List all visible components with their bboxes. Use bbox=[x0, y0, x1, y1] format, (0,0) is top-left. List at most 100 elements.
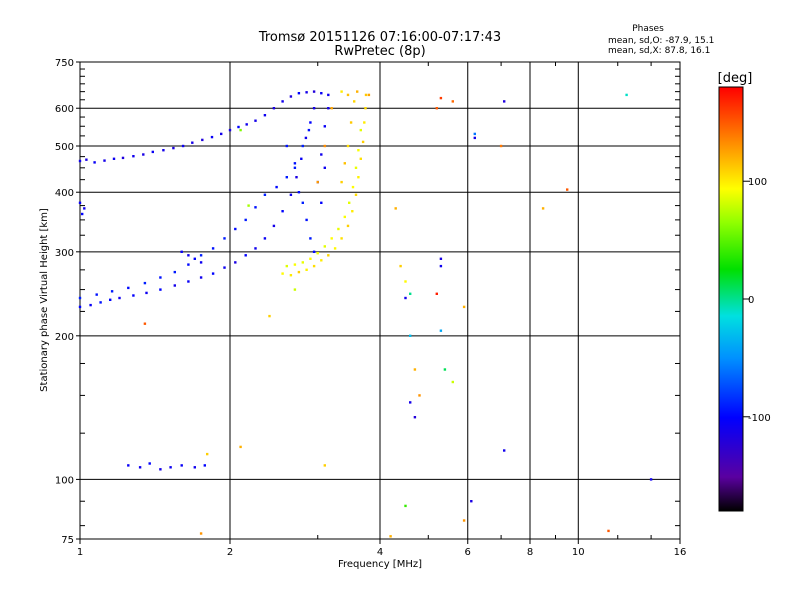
data-point bbox=[295, 176, 298, 179]
y-tick-label: 75 bbox=[61, 535, 74, 546]
data-point bbox=[330, 237, 333, 240]
data-point bbox=[357, 149, 360, 152]
data-point bbox=[349, 121, 353, 124]
data-point bbox=[281, 100, 284, 103]
data-point bbox=[148, 462, 151, 465]
y-tick-label: 500 bbox=[55, 142, 74, 153]
y-axis: 75 100 200 300 400 500 600 750 bbox=[55, 58, 680, 546]
data-point bbox=[363, 121, 366, 124]
data-point bbox=[89, 303, 92, 307]
data-point bbox=[364, 107, 367, 110]
data-point bbox=[323, 144, 326, 148]
data-point bbox=[409, 292, 412, 295]
data-point bbox=[127, 464, 130, 467]
data-point bbox=[305, 91, 308, 94]
data-point bbox=[263, 114, 267, 117]
colorbar bbox=[718, 86, 744, 512]
data-point bbox=[346, 93, 350, 97]
data-point bbox=[333, 247, 337, 250]
data-point bbox=[187, 263, 190, 266]
data-point bbox=[293, 162, 297, 165]
data-point bbox=[201, 138, 204, 142]
data-point bbox=[173, 270, 176, 274]
data-point bbox=[206, 452, 209, 456]
data-point bbox=[320, 259, 323, 262]
data-point bbox=[297, 191, 301, 194]
y-tick-label: 400 bbox=[55, 188, 74, 199]
data-point bbox=[346, 224, 350, 228]
data-point bbox=[211, 272, 215, 275]
data-point bbox=[203, 464, 206, 467]
chart-subtitle: RwPretec (8p) bbox=[334, 44, 425, 59]
data-point bbox=[305, 268, 308, 271]
data-point bbox=[309, 257, 312, 260]
data-point bbox=[404, 296, 407, 300]
data-point bbox=[340, 90, 343, 93]
data-point bbox=[162, 149, 165, 152]
data-point bbox=[293, 288, 297, 291]
data-point bbox=[199, 254, 203, 257]
data-point bbox=[172, 146, 175, 150]
data-point bbox=[239, 445, 242, 449]
data-point bbox=[199, 532, 203, 535]
x-tick-label: 8 bbox=[527, 547, 533, 558]
data-point bbox=[272, 107, 276, 110]
data-point bbox=[245, 123, 248, 126]
data-point bbox=[289, 193, 293, 196]
data-point bbox=[237, 125, 240, 129]
y-tick-label: 100 bbox=[55, 475, 74, 486]
data-point bbox=[312, 107, 316, 110]
data-point bbox=[145, 291, 148, 295]
x-tick-label: 16 bbox=[674, 547, 687, 558]
data-point bbox=[356, 90, 359, 93]
y-tick-label: 200 bbox=[55, 332, 74, 343]
data-point bbox=[118, 296, 121, 300]
data-point bbox=[359, 128, 362, 132]
data-point bbox=[85, 158, 88, 161]
data-point bbox=[473, 132, 476, 136]
data-point bbox=[470, 500, 473, 503]
data-point bbox=[193, 257, 196, 260]
data-point bbox=[607, 529, 610, 533]
data-point bbox=[297, 270, 301, 274]
data-point bbox=[285, 264, 288, 268]
data-point bbox=[340, 237, 343, 240]
x-tick-label: 2 bbox=[227, 547, 233, 558]
data-point bbox=[93, 161, 96, 164]
data-point bbox=[364, 93, 368, 97]
data-point bbox=[413, 368, 417, 371]
data-point bbox=[121, 156, 125, 160]
colorbar-label: [deg] bbox=[718, 71, 753, 86]
data-point bbox=[234, 227, 237, 231]
data-point bbox=[323, 166, 326, 169]
data-point bbox=[340, 180, 343, 184]
data-point bbox=[103, 159, 106, 162]
data-point bbox=[132, 294, 135, 297]
data-point bbox=[285, 144, 288, 148]
data-point bbox=[244, 254, 247, 257]
data-point bbox=[413, 416, 417, 419]
y-tick-label: 600 bbox=[55, 104, 74, 115]
data-point bbox=[348, 201, 351, 204]
data-point bbox=[180, 464, 183, 467]
data-point bbox=[143, 322, 147, 325]
data-point bbox=[300, 157, 303, 160]
data-point bbox=[323, 245, 326, 248]
data-point bbox=[244, 218, 247, 222]
colorbar-tick-label: 100 bbox=[748, 177, 767, 188]
x-axis: 1 2 4 6 8 10 16 bbox=[77, 62, 687, 558]
data-point bbox=[625, 93, 628, 97]
stats-line-o: mean, sd,O: -87.9, 15.1 bbox=[608, 36, 714, 46]
data-point bbox=[268, 314, 271, 318]
data-point bbox=[566, 188, 569, 191]
data-point bbox=[312, 90, 316, 93]
data-point bbox=[112, 157, 116, 160]
data-point bbox=[173, 284, 176, 287]
data-point bbox=[309, 121, 312, 124]
data-point bbox=[451, 380, 454, 384]
data-point bbox=[343, 215, 346, 219]
data-point bbox=[199, 276, 203, 279]
data-point bbox=[451, 100, 454, 103]
data-point bbox=[353, 100, 356, 103]
data-point bbox=[81, 212, 84, 216]
